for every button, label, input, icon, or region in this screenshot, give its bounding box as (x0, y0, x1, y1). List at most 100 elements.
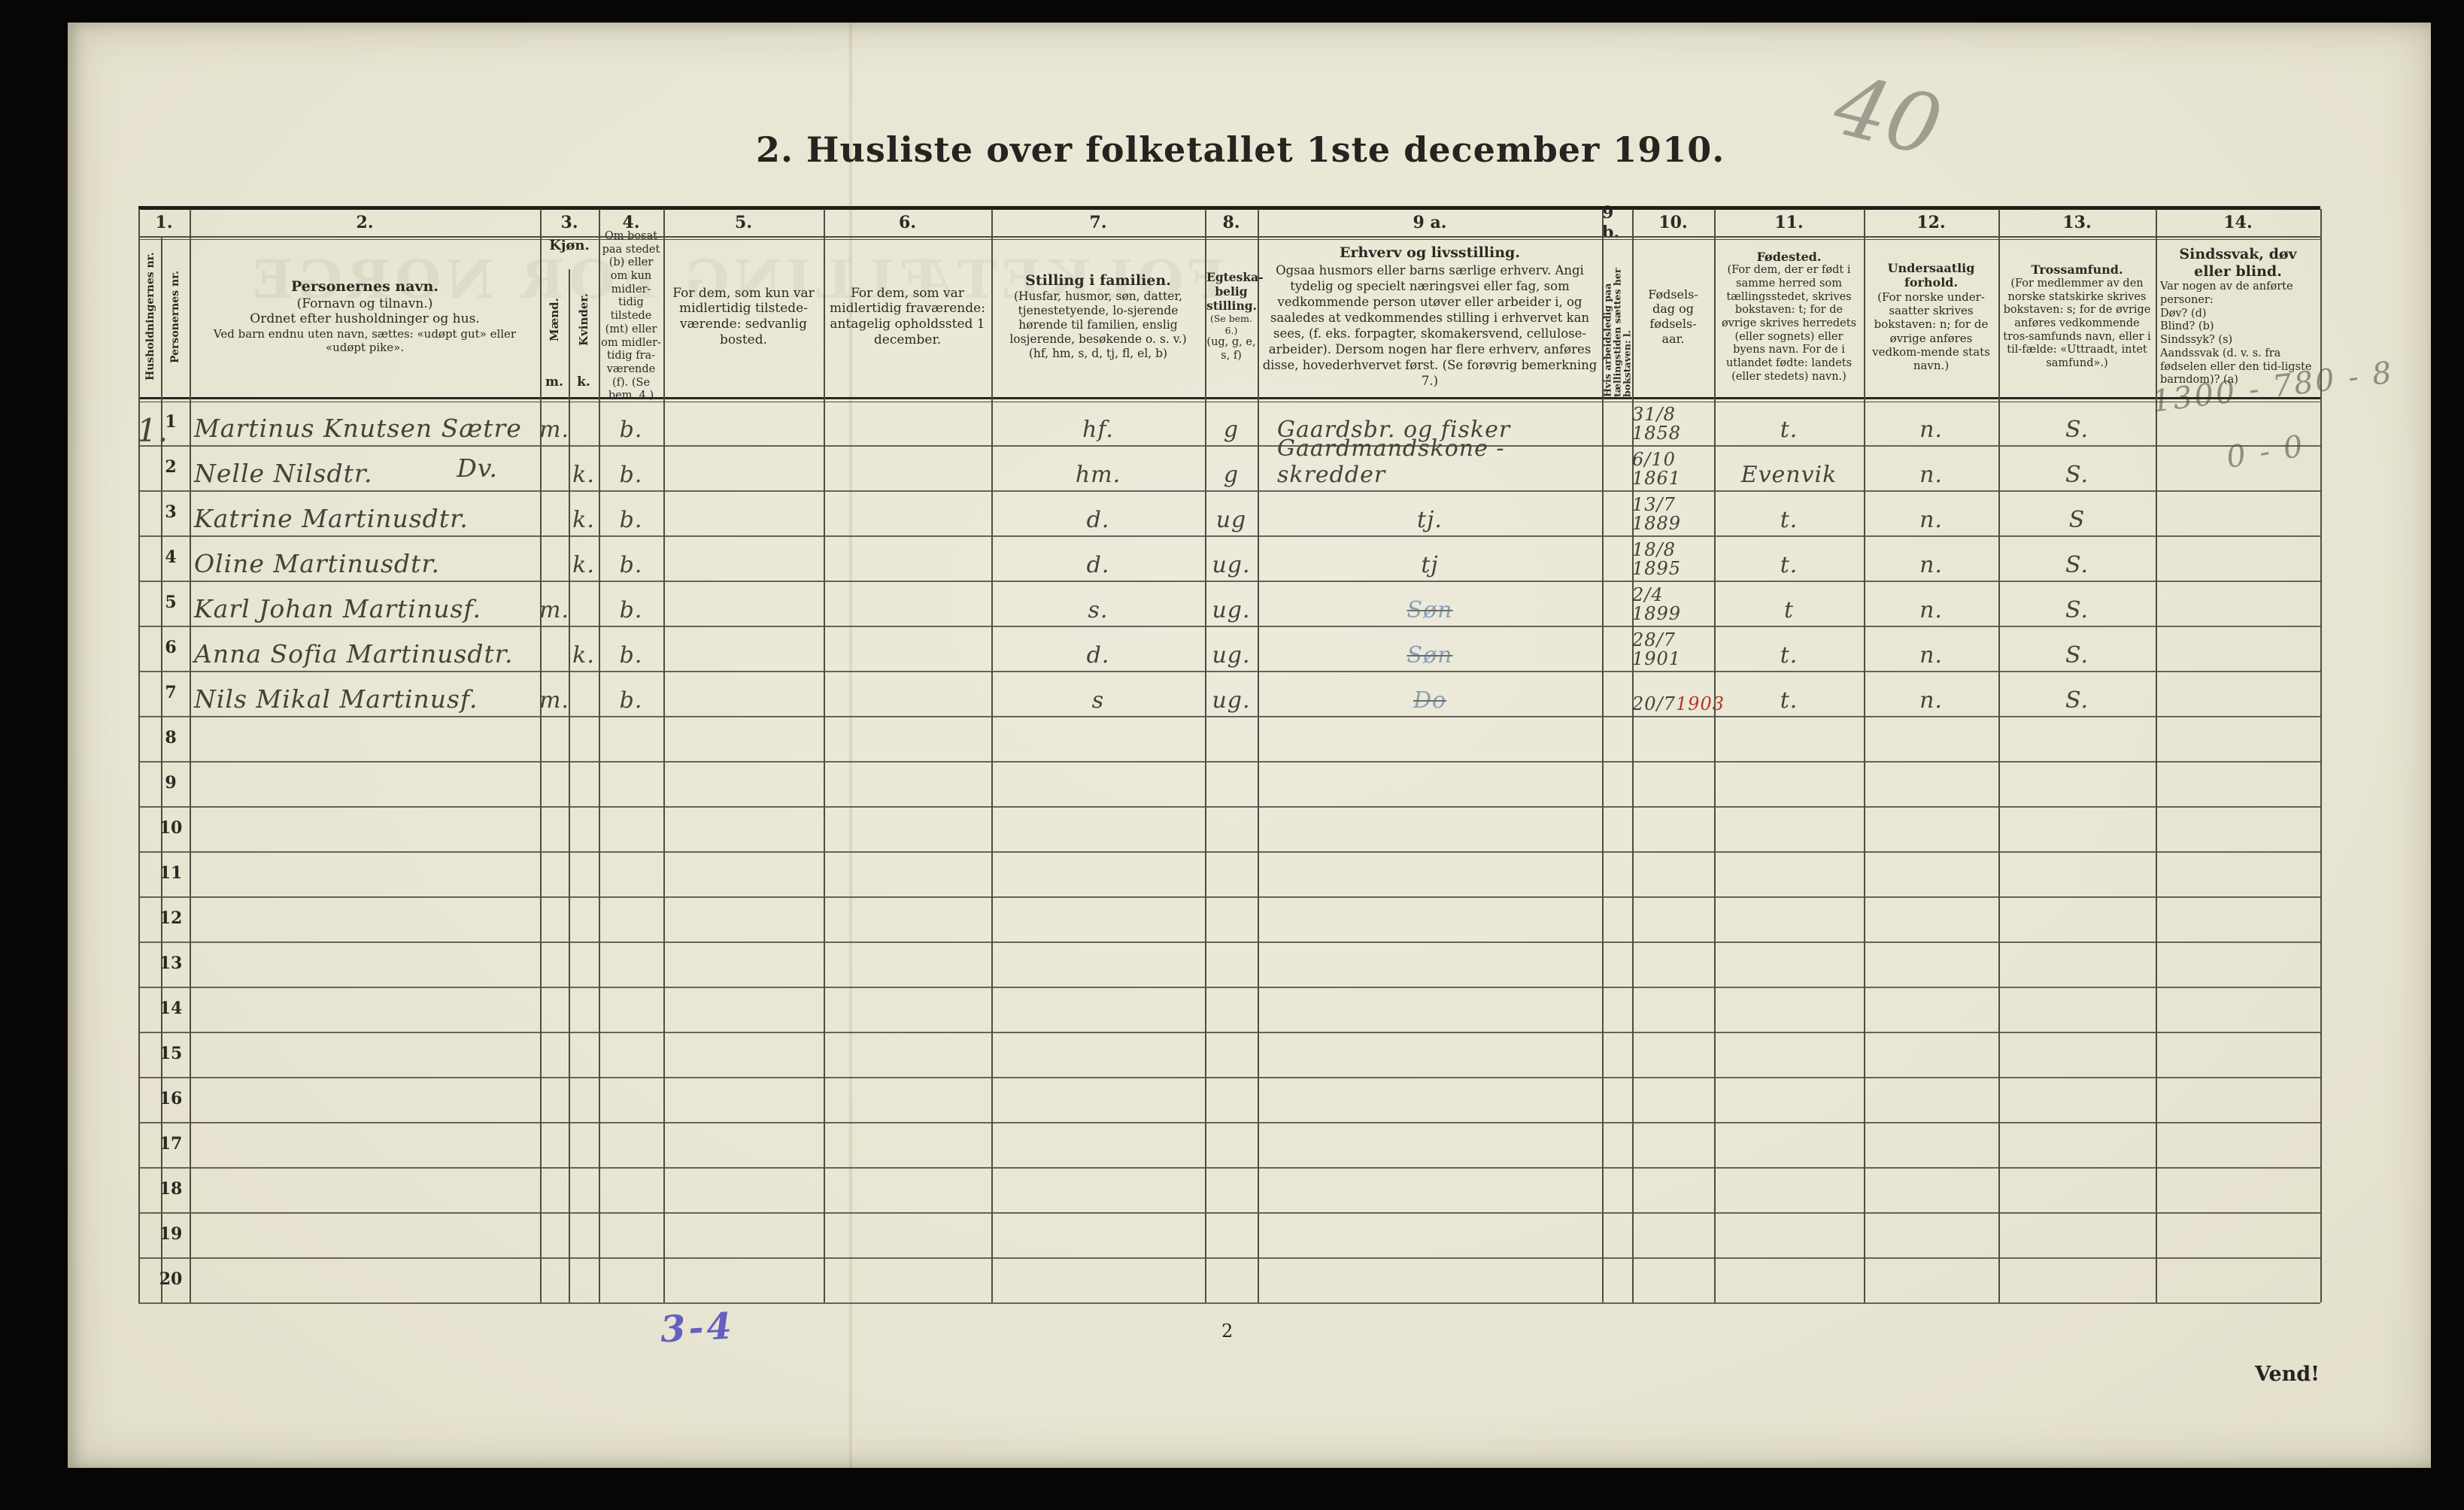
row1-cell-stilling: hf. (1082, 417, 1114, 443)
header-col-number: 5. (735, 213, 752, 232)
row-rule (138, 445, 2320, 447)
row3-cell-m (540, 490, 569, 535)
row-rule (138, 671, 2320, 672)
row-rule (138, 716, 2320, 717)
row-rule (138, 490, 2320, 492)
row18-cell-nr: 18 (159, 1178, 183, 1199)
header-stilling-title: Stilling i familien. (1025, 272, 1171, 290)
header-name-line4: Ved barn endnu uten navn, sættes: «udøpt… (213, 327, 517, 355)
header-egteskap-codes: (ug, g, e, s, f) (1206, 335, 1256, 362)
header-col-number: 9 b. (1602, 203, 1620, 242)
row6-cell-undersaat: n. (1919, 642, 1943, 669)
row6-cell-nr: 6 (165, 637, 177, 657)
header-col-number: 10. (1658, 213, 1688, 232)
row2-cell-nr: 2 (165, 456, 177, 477)
row7-cell-stilling: s (1091, 687, 1105, 714)
column-rule (1632, 209, 1634, 1302)
row4-cell-k: k. (572, 552, 595, 578)
row7-cell-tro: S. (2065, 687, 2089, 714)
row6-cell-egteskap: ug. (1212, 642, 1251, 669)
row4-cell-tro: S. (2065, 552, 2089, 578)
row7-cell-nr: 7 (165, 682, 177, 702)
row2-cell-fodested: Evenvik (1740, 462, 1837, 488)
paper-sheet (68, 23, 2431, 1468)
row-rule (138, 581, 2320, 582)
row3-cell-undersaat: n. (1919, 507, 1943, 533)
header-col-number: 3. (560, 213, 578, 232)
row4-cell-fodested: t. (1780, 552, 1798, 578)
row17-cell-nr: 17 (159, 1133, 183, 1154)
row7-cell-bosat: b. (619, 687, 643, 714)
column-rule (540, 209, 542, 1302)
header-sindssvak-dov: Døv? (d) (2160, 307, 2207, 320)
header-bottom-rule (138, 397, 2320, 399)
row9-cell-nr: 9 (165, 772, 177, 793)
header-kjon-kvinder: Kvinder. (577, 293, 590, 347)
header-fodselsdag: Fødsels- dag og fødsels- aar. (1648, 287, 1698, 346)
row-rule (138, 896, 2320, 898)
row3-cell-nr: 3 (165, 502, 177, 522)
header-sindssvak-aandssvak: Aandssvak (d. v. s. fra fødselen eller d… (2160, 347, 2312, 387)
header-trossamfund: Trossamfund. (For medlemmer av den norsk… (1998, 236, 2156, 397)
row14-cell-nr: 14 (159, 998, 183, 1018)
header-undersaatlig-body: (For norske under-saatter skrives boksta… (1872, 290, 1990, 373)
header-name-sub: (Fornavn og tilnavn.) (296, 296, 433, 311)
row1-cell-undersaat: n. (1919, 417, 1943, 443)
row5-cell-nr: 5 (165, 592, 177, 612)
page-number: 2 (1221, 1320, 1234, 1342)
row-rule (138, 761, 2320, 763)
row1-cell-m: m. (539, 417, 569, 443)
header-egteskap-note: (Se bem. 6.) (1209, 313, 1253, 336)
row1-cell-bosat: b. (619, 417, 643, 443)
row3-cell-fodested: t. (1780, 507, 1798, 533)
row3-cell-stilling: d. (1086, 507, 1110, 533)
row7-cell-name: Nils Mikal Martinusf. (194, 684, 478, 714)
row-rule (138, 987, 2320, 988)
row13-cell-nr: 13 (159, 953, 183, 973)
column-rule (824, 209, 825, 1302)
row-rule (138, 1077, 2320, 1078)
header-erhverv-title: Erhverv og livsstilling. (1340, 244, 1520, 262)
row20-cell-nr: 20 (159, 1269, 183, 1289)
column-rule (138, 209, 140, 1302)
header-sindssvak-blind: Blind? (b) (2160, 320, 2214, 333)
row6-cell-m (540, 626, 569, 671)
row-rule (138, 626, 2320, 627)
header-number-rule2 (138, 239, 2320, 240)
row2-cell-m (540, 445, 569, 490)
column-rule (1998, 209, 2000, 1302)
row5-cell-k (569, 581, 599, 626)
header-stilling: Stilling i familien. (Husfar, husmor, sø… (991, 236, 1205, 397)
row4-cell-undersaat: n. (1919, 552, 1943, 578)
row2-cell-name: Nelle Nilsdtr. Dv. (194, 453, 498, 488)
header-col-number: 7. (1089, 213, 1107, 232)
header-trossamfund-title: Trossamfund. (2031, 262, 2123, 277)
row3-cell-name: Katrine Martinusdtr. (194, 504, 469, 533)
header-erhverv-body: Ogsaa husmors eller barns særlige erhver… (1262, 262, 1598, 389)
header-number-rule (138, 236, 2320, 238)
row2-cell-tro: S. (2065, 462, 2089, 488)
table-top-rule (138, 206, 2320, 210)
header-kjon-k-abbr: k. (577, 374, 590, 390)
column-rule (599, 209, 600, 1302)
header-undersaatlig-title: Undersaatlig forhold. (1887, 260, 1975, 290)
header-bosat: Om bosat paa stedet (b) eller om kun mid… (601, 230, 661, 402)
row3-cell-tro: S (2068, 507, 2086, 533)
header-col-number: 9 a. (1413, 213, 1447, 232)
header-col-number: 8. (1222, 213, 1240, 232)
header-kjon-title: Kjøn. (549, 238, 590, 253)
column-rule (569, 269, 570, 1302)
column-rule (1864, 209, 1865, 1302)
row1-cell-egteskap: g (1223, 417, 1240, 443)
row1-cell-k (569, 400, 599, 445)
row1-cell-fodt: 31/8 1858 (1632, 403, 1682, 444)
row2-cell-k: k. (572, 462, 595, 488)
row4-cell-egteskap: ug. (1212, 552, 1251, 578)
header-fodested-body: (For dem, der er født i samme herred som… (1721, 264, 1857, 383)
row5-cell-erhverv: Søn (1406, 597, 1453, 623)
row5-cell-name: Karl Johan Martinusf. (194, 594, 481, 623)
row1-cell-erhverv: Gaardsbr. og fisker (1277, 417, 1511, 443)
header-col-number: 14. (2223, 213, 2253, 232)
